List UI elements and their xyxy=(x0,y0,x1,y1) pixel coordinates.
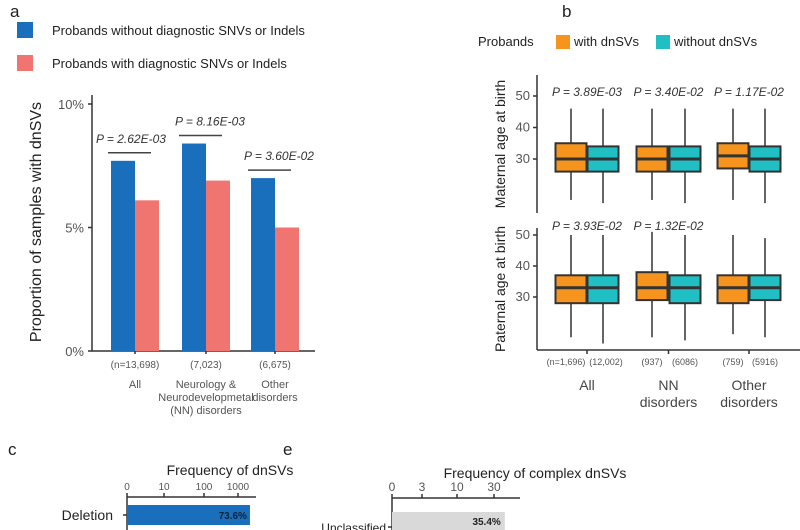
bar-value-label: 35.4% xyxy=(472,517,500,528)
x-tick-label: 0 xyxy=(389,480,396,494)
panel-label-a: a xyxy=(10,2,20,21)
x-tick-label: 10 xyxy=(158,482,170,493)
legend-label-b-1: without dnSVs xyxy=(673,34,758,49)
y-tick-label: 50 xyxy=(516,88,530,103)
x-tick-label: 3 xyxy=(419,480,426,494)
box-1-0-1 xyxy=(586,274,620,305)
category-label: Neurodevelopmetal xyxy=(158,392,253,404)
y-tick-label: 10% xyxy=(58,97,84,112)
box-1-2-0 xyxy=(716,274,750,305)
category-label: All xyxy=(579,377,595,393)
category-label: (NN) disorders xyxy=(170,405,242,417)
category-n: (n=1,696) xyxy=(547,357,586,367)
legend-swatch-1 xyxy=(17,55,33,71)
category-label: Neurology & xyxy=(176,379,237,391)
legend-label-0: Probands without diagnostic SNVs or Inde… xyxy=(52,23,305,38)
box-1-1-0 xyxy=(635,271,669,302)
bar-0-0 xyxy=(111,160,135,351)
p-value-b: P = 1.32E-02 xyxy=(634,219,704,233)
x-tick-label: 100 xyxy=(196,482,213,493)
legend-label-1: Probands with diagnostic SNVs or Indels xyxy=(52,56,287,71)
y-axis-label-b: Maternal age at birth xyxy=(492,80,508,208)
y-tick-label: 30 xyxy=(516,289,530,304)
category-label: NN xyxy=(658,377,678,393)
category-n: (7,023) xyxy=(190,360,222,371)
x-tick-label: 30 xyxy=(487,480,501,494)
p-value-b: P = 3.40E-02 xyxy=(634,85,704,99)
bar-1-1 xyxy=(206,180,230,351)
bar-1-0 xyxy=(182,143,206,351)
x-tick-label: 0 xyxy=(124,482,130,493)
bar-unclassified xyxy=(392,512,505,530)
category-label: Deletion xyxy=(62,507,113,523)
bar-value-label: 73.6% xyxy=(219,511,247,522)
category-label: disorders xyxy=(252,392,298,404)
category-label: Other xyxy=(731,377,766,393)
chart-title: Frequency of dnSVs xyxy=(167,462,294,478)
category-label: Unclassified xyxy=(321,521,386,530)
panel-label-c: c xyxy=(8,440,17,459)
category-label: Other xyxy=(261,379,289,391)
y-tick-label: 30 xyxy=(516,151,530,166)
category-n: (6086) xyxy=(672,357,698,367)
y-tick-label: 5% xyxy=(65,221,84,236)
category-n: (5916) xyxy=(752,357,778,367)
chart-title: Frequency of complex dnSVs xyxy=(444,465,627,481)
y-tick-label: 40 xyxy=(516,258,530,273)
y-tick-label: 50 xyxy=(516,227,530,242)
category-n: (759) xyxy=(722,357,743,367)
category-n: (6,675) xyxy=(259,360,291,371)
category-label: disorders xyxy=(640,394,698,410)
p-value: P = 2.62E-03 xyxy=(96,132,166,146)
bar-deletion xyxy=(127,505,250,525)
x-tick-label: 10 xyxy=(450,480,464,494)
category-label: disorders xyxy=(720,394,778,410)
category-label: All xyxy=(129,379,141,391)
y-axis-label: Proportion of samples with dnSVs xyxy=(28,102,45,342)
category-n: (n=13,698) xyxy=(111,360,160,371)
x-tick-label: 1000 xyxy=(227,482,250,493)
panel-label-e: e xyxy=(283,440,292,459)
y-axis-label-b: Paternal age at birth xyxy=(492,226,508,352)
legend-swatch-b-0 xyxy=(556,35,570,49)
legend-swatch-0 xyxy=(17,22,33,38)
bar-0-1 xyxy=(135,200,159,351)
box-1-1-1 xyxy=(668,274,702,305)
legend-swatch-b-1 xyxy=(656,35,670,49)
panel-label-b: b xyxy=(562,2,571,21)
box-0-0-0 xyxy=(554,142,588,173)
p-value-b: P = 3.89E-03 xyxy=(552,85,622,99)
y-tick-label: 0% xyxy=(65,344,84,359)
bar-2-1 xyxy=(275,227,299,351)
p-value: P = 3.60E-02 xyxy=(244,149,314,163)
category-n: (937) xyxy=(641,357,662,367)
legend-title: Probands xyxy=(478,34,534,49)
p-value-b: P = 3.93E-02 xyxy=(552,219,622,233)
y-tick-label: 40 xyxy=(516,120,530,135)
category-n: (12,002) xyxy=(589,357,623,367)
p-value-b: P = 1.17E-02 xyxy=(714,85,784,99)
legend-label-b-0: with dnSVs xyxy=(573,34,640,49)
bar-2-0 xyxy=(251,178,275,351)
p-value: P = 8.16E-03 xyxy=(175,115,245,129)
box-1-0-0 xyxy=(554,274,588,305)
